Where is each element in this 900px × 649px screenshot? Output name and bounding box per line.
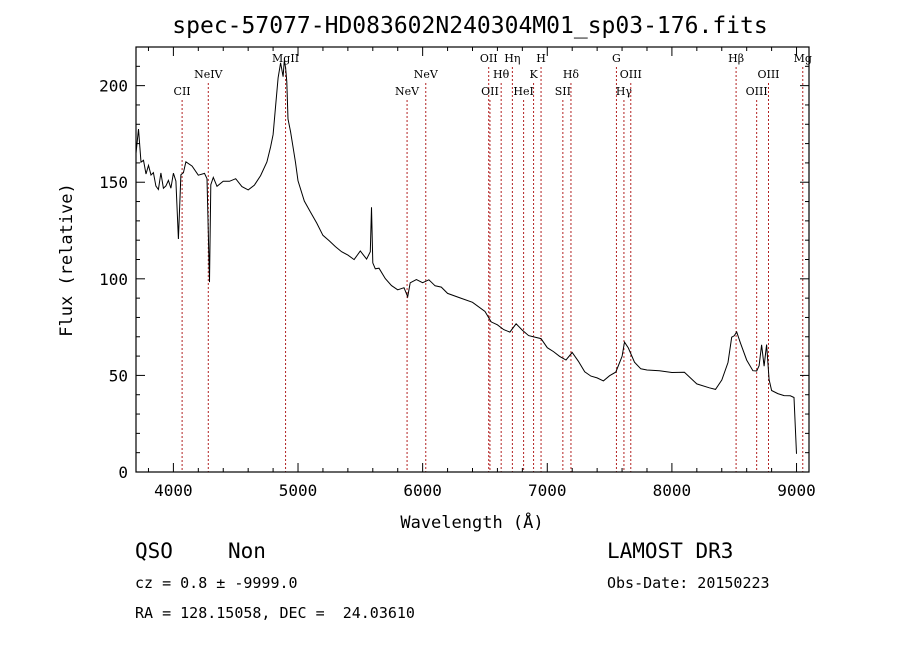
- obs-date: Obs-Date: 20150223: [607, 574, 770, 592]
- line-label-5: OII: [480, 52, 498, 65]
- y-tick-label-1: 50: [109, 366, 128, 385]
- line-label-20: Mg: [794, 52, 812, 65]
- x-tick-label-4: 8000: [653, 481, 692, 500]
- spectrum-series: [135, 60, 797, 454]
- line-label-0: CII: [174, 85, 191, 98]
- object-class: QSO: [135, 539, 173, 563]
- line-label-3: NeV: [395, 85, 420, 98]
- line-label-4: NeV: [414, 68, 439, 81]
- spectrum-line: [135, 60, 797, 454]
- x-tick-label-5: 9000: [777, 481, 816, 500]
- line-label-12: SII: [555, 85, 571, 98]
- object-subclass: Non: [228, 539, 266, 563]
- line-label-13: Hδ: [563, 68, 580, 81]
- line-label-2: MgII: [272, 52, 299, 65]
- y-tick-label-0: 0: [118, 463, 128, 482]
- line-label-6: OII: [481, 85, 499, 98]
- line-label-1: NeIV: [194, 68, 223, 81]
- x-axis-label: Wavelength (Å): [400, 511, 543, 533]
- x-tick-label-3: 7000: [528, 481, 567, 500]
- line-label-15: Hγ: [616, 85, 633, 98]
- x-tick-label-0: 4000: [154, 481, 193, 500]
- y-tick-label-4: 200: [99, 77, 128, 96]
- line-label-11: H: [536, 52, 546, 65]
- line-label-18: OIII: [746, 85, 768, 98]
- line-label-17: Hβ: [728, 52, 744, 65]
- plot-frame: [135, 46, 810, 473]
- y-axis-label: Flux (relative): [57, 183, 77, 337]
- x-tick-label-2: 6000: [403, 481, 442, 500]
- line-label-7: Hθ: [493, 68, 510, 81]
- x-tick-label-1: 5000: [279, 481, 318, 500]
- line-label-8: Hη: [504, 52, 520, 65]
- x-axis: 4000 5000 6000 7000 8000 9000: [147, 47, 816, 500]
- line-label-16: OIII: [620, 68, 642, 81]
- chart-title: spec-57077-HD083602N240304M01_sp03-176.f…: [172, 13, 767, 39]
- y-tick-label-2: 100: [99, 270, 128, 289]
- survey-label: LAMOST DR3: [607, 539, 734, 563]
- line-label-14: G: [612, 52, 621, 65]
- line-label-10: K: [529, 68, 538, 81]
- redshift-text: cz = 0.8 ± -9999.0: [135, 574, 298, 592]
- coordinates-text: RA = 128.15058, DEC = 24.03610: [135, 604, 415, 622]
- line-label-9: HeI: [513, 85, 533, 98]
- y-tick-label-3: 150: [99, 173, 128, 192]
- y-axis: 0 50 100 150 200: [99, 65, 809, 482]
- line-label-19: OIII: [757, 68, 779, 81]
